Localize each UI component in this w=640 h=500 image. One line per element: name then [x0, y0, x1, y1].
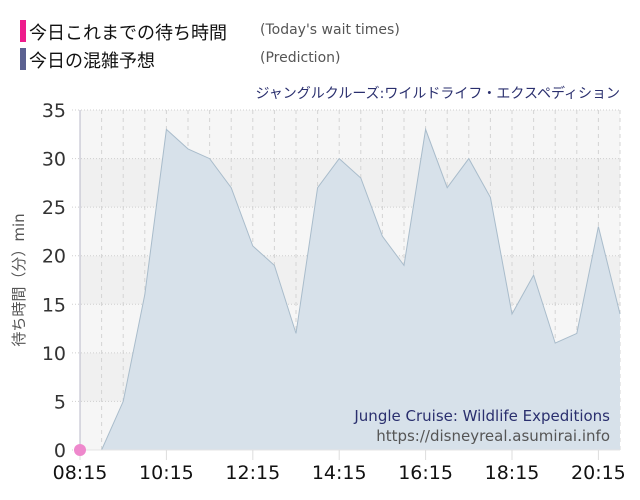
y-tick-label: 30 — [42, 149, 66, 171]
x-tick-label: 18:15 — [485, 462, 540, 484]
x-tick-label: 14:15 — [312, 462, 367, 484]
y-tick-label: 5 — [54, 391, 66, 413]
watermark-attraction-name: Jungle Cruise: Wildlife Expeditions — [353, 407, 610, 425]
watermark-url: https://disneyreal.asumirai.info — [376, 427, 610, 445]
prediction-area — [80, 129, 620, 450]
prediction-line — [80, 127, 621, 451]
y-tick-label: 0 — [54, 440, 66, 462]
x-tick-label: 10:15 — [139, 462, 194, 484]
x-tick-label: 16:15 — [398, 462, 453, 484]
y-tick-label: 15 — [42, 294, 66, 316]
y-tick-label: 25 — [42, 197, 66, 219]
y-tick-label: 20 — [42, 246, 66, 268]
legend-swatch-prediction — [20, 48, 26, 70]
plot-band — [80, 110, 620, 159]
actual-wait-marker — [74, 444, 86, 456]
attraction-title: ジャングルクルーズ:ワイルドライフ・エクスペディション — [255, 86, 620, 102]
legend-label-actual-en: (Today's wait times) — [260, 22, 400, 38]
legend-swatch-actual — [20, 20, 26, 42]
y-axis-label: 待ち時間（分）min — [10, 213, 28, 346]
x-tick-label: 12:15 — [225, 462, 280, 484]
x-tick-label: 08:15 — [53, 462, 108, 484]
x-tick-label: 20:15 — [571, 462, 626, 484]
y-tick-label: 10 — [42, 343, 66, 365]
legend-label-prediction-en: (Prediction) — [260, 50, 341, 66]
y-tick-label: 35 — [42, 100, 66, 122]
legend-label-actual: 今日これまでの待ち時間 — [29, 23, 227, 44]
legend-label-prediction: 今日の混雑予想 — [29, 51, 155, 72]
